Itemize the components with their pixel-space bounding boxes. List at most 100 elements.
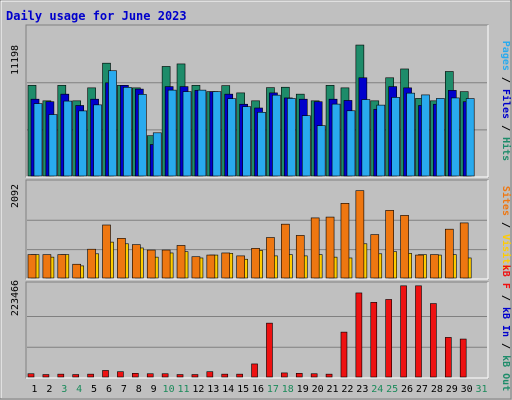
bar-pages-day-10 bbox=[167, 89, 177, 177]
side-legend-part: / bbox=[500, 289, 511, 307]
bar-sites-day-21 bbox=[325, 216, 335, 279]
bar-sites-day-12 bbox=[191, 256, 201, 279]
day-label: 29 bbox=[446, 384, 458, 395]
bar-sites-day-26 bbox=[400, 215, 409, 279]
bar-pages-day-27 bbox=[421, 94, 430, 177]
bar-pages-day-25 bbox=[391, 97, 400, 177]
bar-sites-day-2 bbox=[42, 254, 52, 279]
bar-pages-day-21 bbox=[331, 103, 341, 177]
day-label: 23 bbox=[356, 384, 368, 395]
bar-kbytes-day-25 bbox=[385, 299, 392, 378]
bar-pages-day-2 bbox=[48, 114, 58, 177]
bar-sites-day-7 bbox=[117, 238, 126, 279]
bar-kbytes-day-10 bbox=[161, 373, 169, 378]
side-legend-part: Hits bbox=[500, 137, 512, 161]
day-label: 13 bbox=[207, 384, 219, 395]
side-legend-part: / bbox=[500, 216, 511, 234]
bar-sites-day-29 bbox=[444, 228, 454, 279]
bar-kbytes-day-11 bbox=[176, 374, 184, 378]
side-legend-hits: Pages / Files / Hits bbox=[500, 41, 512, 161]
day-label: 7 bbox=[121, 384, 127, 395]
day-label: 27 bbox=[416, 384, 428, 395]
bar-sites-day-19 bbox=[295, 235, 305, 279]
bar-kbytes-day-8 bbox=[132, 373, 139, 378]
bar-sites-day-3 bbox=[57, 254, 67, 279]
side-legend-part: / bbox=[500, 337, 511, 355]
day-label: 15 bbox=[237, 384, 249, 395]
bar-sites-day-24 bbox=[370, 234, 380, 279]
bar-sites-day-28 bbox=[430, 254, 439, 279]
day-label: 10 bbox=[163, 384, 175, 395]
bar-kbytes-day-12 bbox=[191, 374, 199, 378]
bar-sites-day-27 bbox=[415, 254, 424, 279]
bar-pages-day-9 bbox=[152, 132, 162, 177]
y-tick-hits: 11198 bbox=[10, 45, 21, 75]
bar-pages-day-8 bbox=[138, 94, 147, 177]
day-label: 16 bbox=[252, 384, 264, 395]
bar-sites-day-23 bbox=[355, 190, 365, 279]
bar-sites-day-13 bbox=[206, 254, 216, 279]
bar-pages-day-15 bbox=[242, 106, 251, 177]
day-axis: 1 2 3 4 5 6 7 8 9 10 11 12 13 14 15 16 17 18 19 20 21 22 23 24 2… bbox=[31, 384, 487, 395]
y-tick-visits: 2092 bbox=[10, 184, 21, 208]
bar-sites-day-30 bbox=[459, 222, 469, 279]
bar-pages-day-24 bbox=[376, 104, 386, 177]
bar-kbytes-day-6 bbox=[102, 370, 109, 378]
bar-pages-day-5 bbox=[93, 104, 102, 177]
bar-sites-day-17 bbox=[266, 237, 275, 279]
day-label: 30 bbox=[461, 384, 473, 395]
bar-kbytes-day-17 bbox=[266, 322, 273, 378]
bar-pages-day-29 bbox=[450, 97, 460, 177]
bar-kbytes-day-3 bbox=[57, 373, 65, 378]
side-legend-part: Sites bbox=[500, 186, 512, 216]
bar-sites-day-20 bbox=[310, 217, 320, 279]
bar-kbytes-day-24 bbox=[370, 302, 378, 378]
bar-kbytes-day-29 bbox=[444, 337, 452, 378]
bar-pages-day-12 bbox=[197, 89, 207, 177]
bar-pages-day-26 bbox=[406, 92, 415, 177]
bar-kbytes-day-26 bbox=[400, 285, 407, 378]
bar-sites-day-1 bbox=[27, 254, 37, 279]
side-legend-part: Pages bbox=[500, 41, 511, 71]
day-label: 25 bbox=[386, 384, 398, 395]
day-label: 11 bbox=[177, 384, 189, 395]
day-label: 1 bbox=[31, 384, 37, 395]
panel-frame bbox=[25, 281, 489, 379]
bar-kbytes-day-28 bbox=[430, 303, 437, 378]
kbytes-panel bbox=[25, 281, 489, 379]
day-label: 28 bbox=[431, 384, 443, 395]
bar-kbytes-day-9 bbox=[146, 373, 154, 378]
bar-pages-day-13 bbox=[212, 91, 222, 177]
day-label: 31 bbox=[476, 384, 488, 395]
bar-kbytes-day-4 bbox=[72, 374, 80, 378]
side-legend-part: Visits bbox=[500, 234, 512, 270]
bar-pages-day-16 bbox=[257, 111, 266, 177]
side-legend-kbytes: kB F / kB In / kB Out bbox=[500, 265, 511, 391]
bar-sites-day-14 bbox=[221, 252, 231, 279]
day-label: 21 bbox=[326, 384, 338, 395]
bar-sites-day-4 bbox=[72, 263, 82, 279]
bar-sites-day-5 bbox=[87, 248, 96, 279]
bar-kbytes-day-23 bbox=[355, 292, 363, 378]
day-label: 24 bbox=[371, 384, 383, 395]
day-label: 18 bbox=[282, 384, 294, 395]
day-label: 14 bbox=[222, 384, 234, 395]
bar-sites-day-9 bbox=[146, 249, 156, 279]
bar-pages-day-7 bbox=[123, 87, 132, 177]
bar-kbytes-day-22 bbox=[340, 331, 348, 378]
bar-kbytes-day-18 bbox=[281, 372, 288, 378]
bar-pages-day-28 bbox=[436, 98, 445, 177]
bar-sites-day-10 bbox=[161, 249, 171, 279]
hits-files-pages-panel bbox=[25, 24, 489, 178]
day-label: 8 bbox=[136, 384, 142, 395]
y-tick-kbytes: 223466 bbox=[10, 280, 21, 316]
bar-kbytes-day-30 bbox=[459, 338, 467, 378]
bar-kbytes-day-1 bbox=[27, 373, 35, 378]
day-label: 12 bbox=[192, 384, 204, 395]
day-label: 22 bbox=[341, 384, 353, 395]
bar-kbytes-day-13 bbox=[206, 371, 214, 378]
bar-pages-day-18 bbox=[287, 98, 296, 177]
bar-pages-day-4 bbox=[78, 110, 88, 177]
bar-pages-day-1 bbox=[33, 103, 43, 177]
bar-pages-day-19 bbox=[301, 115, 311, 177]
